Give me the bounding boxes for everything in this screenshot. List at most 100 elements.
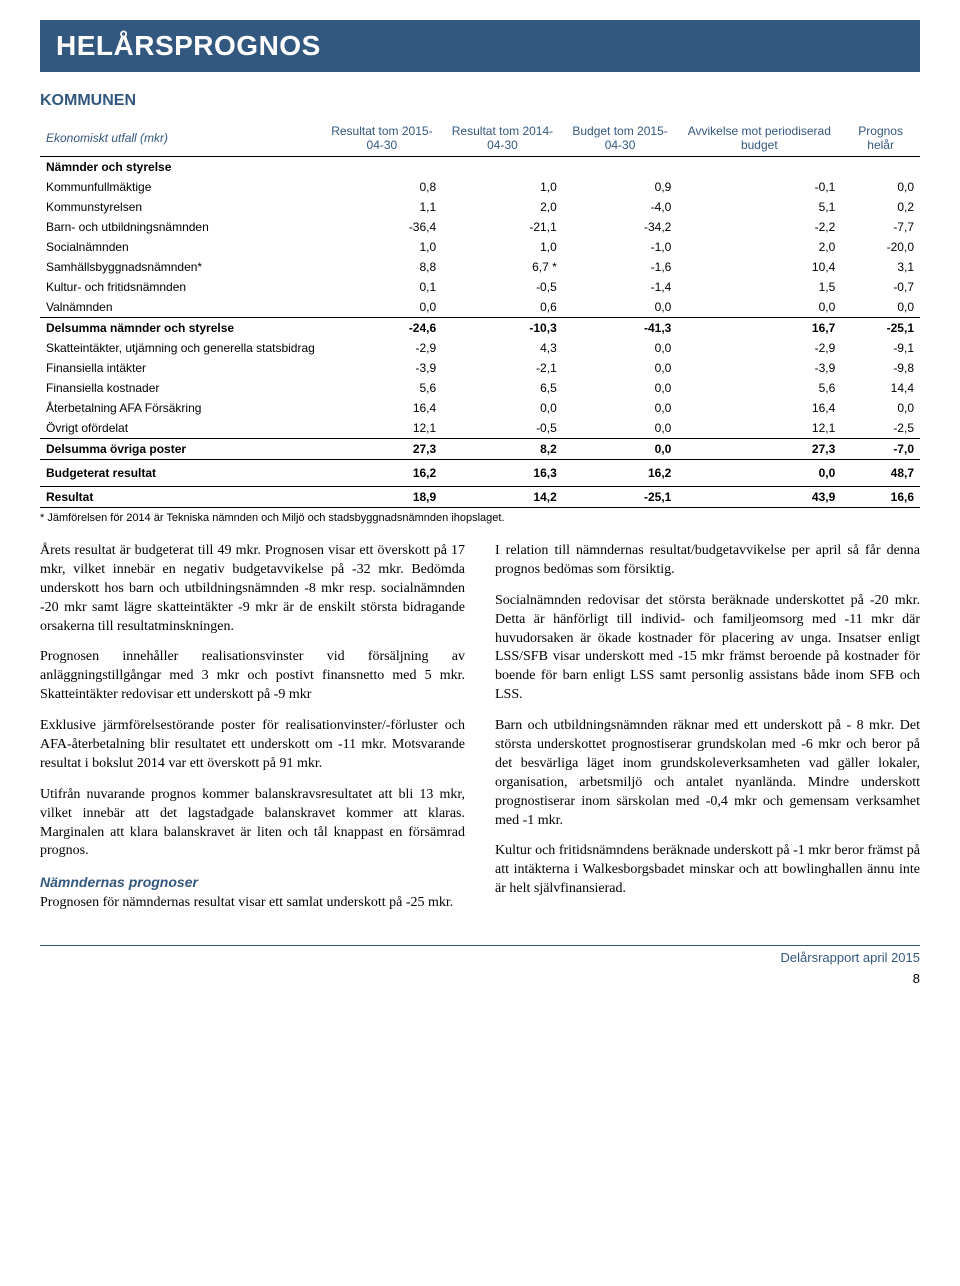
row-value: -0,5: [442, 277, 563, 297]
page-title: HELÅRSPROGNOS: [40, 20, 920, 72]
row-value: -20,0: [841, 237, 920, 257]
footer-text: Delårsrapport april 2015: [40, 945, 920, 965]
row-value: 0,0: [442, 398, 563, 418]
row-value: -10,3: [442, 318, 563, 339]
row-value: 12,1: [322, 418, 443, 439]
col-header-3: Budget tom 2015-04-30: [563, 120, 678, 157]
row-value: -21,1: [442, 217, 563, 237]
row-value: -0,1: [677, 177, 841, 197]
left-column: Årets resultat är budgeterat till 49 mkr…: [40, 542, 465, 925]
table-row: Socialnämnden1,01,0-1,02,0-20,0: [40, 237, 920, 257]
row-value: 0,0: [563, 378, 678, 398]
row-label: Återbetalning AFA Försäkring: [40, 398, 322, 418]
row-label: Skatteintäkter, utjämning och generella …: [40, 338, 322, 358]
row-value: -2,9: [677, 338, 841, 358]
row-value: -3,9: [677, 358, 841, 378]
left-p2: Prognosen innehåller realisationsvinster…: [40, 648, 465, 705]
row-value: 0,2: [841, 197, 920, 217]
subtitle: KOMMUNEN: [40, 92, 920, 110]
row-value: -9,1: [841, 338, 920, 358]
financial-table: Ekonomiskt utfall (mkr) Resultat tom 201…: [40, 120, 920, 508]
section-title: Nämnder och styrelse: [40, 157, 920, 178]
table-row: Övrigt ofördelat12,1-0,50,012,1-2,5: [40, 418, 920, 439]
row-value: 14,4: [841, 378, 920, 398]
row-label: Socialnämnden: [40, 237, 322, 257]
row-value: 0,0: [841, 177, 920, 197]
row-value: 16,7: [677, 318, 841, 339]
row-value: -9,8: [841, 358, 920, 378]
table-row: Valnämnden0,00,60,00,00,0: [40, 297, 920, 318]
table-row: Budgeterat resultat16,216,316,20,048,7: [40, 460, 920, 487]
table-row: Kultur- och fritidsnämnden0,1-0,5-1,41,5…: [40, 277, 920, 297]
col-header-5: Prognos helår: [841, 120, 920, 157]
table-row: Kommunfullmäktige0,81,00,9-0,10,0: [40, 177, 920, 197]
row-value: 0,8: [322, 177, 443, 197]
table-row: Finansiella intäkter-3,9-2,10,0-3,9-9,8: [40, 358, 920, 378]
row-label: Finansiella intäkter: [40, 358, 322, 378]
row-value: 16,2: [322, 460, 443, 487]
table-row: Samhällsbyggnadsnämnden*8,86,7 *-1,610,4…: [40, 257, 920, 277]
row-value: 0,1: [322, 277, 443, 297]
col-header-2: Resultat tom 2014-04-30: [442, 120, 563, 157]
right-column: I relation till nämndernas resultat/budg…: [495, 542, 920, 925]
row-value: 8,8: [322, 257, 443, 277]
table-footnote: * Jämförelsen för 2014 är Tekniska nämnd…: [40, 512, 920, 524]
row-value: 5,6: [677, 378, 841, 398]
row-value: 5,1: [677, 197, 841, 217]
row-value: 10,4: [677, 257, 841, 277]
row-value: -0,5: [442, 418, 563, 439]
row-value: -2,9: [322, 338, 443, 358]
row-label: Delsumma övriga poster: [40, 439, 322, 460]
row-value: 12,1: [677, 418, 841, 439]
col-header-4: Avvikelse mot periodiserad budget: [677, 120, 841, 157]
table-row: Finansiella kostnader5,66,50,05,614,4: [40, 378, 920, 398]
row-label: Resultat: [40, 487, 322, 508]
left-subheading: Nämndernas prognoser: [40, 873, 465, 892]
right-p4: Kultur och fritidsnämndens beräknade und…: [495, 842, 920, 899]
row-value: 8,2: [442, 439, 563, 460]
row-value: -25,1: [563, 487, 678, 508]
row-value: 4,3: [442, 338, 563, 358]
row-label: Finansiella kostnader: [40, 378, 322, 398]
row-value: -1,0: [563, 237, 678, 257]
row-value: 0,0: [563, 439, 678, 460]
table-row: Kommunstyrelsen1,12,0-4,05,10,2: [40, 197, 920, 217]
row-label: Barn- och utbildningsnämnden: [40, 217, 322, 237]
row-value: -41,3: [563, 318, 678, 339]
row-value: 1,0: [322, 237, 443, 257]
row-value: 14,2: [442, 487, 563, 508]
row-label: Kommunstyrelsen: [40, 197, 322, 217]
row-label: Övrigt ofördelat: [40, 418, 322, 439]
row-value: -1,6: [563, 257, 678, 277]
row-value: 0,9: [563, 177, 678, 197]
table-row: Barn- och utbildningsnämnden-36,4-21,1-3…: [40, 217, 920, 237]
row-label: Kultur- och fritidsnämnden: [40, 277, 322, 297]
row-value: 0,0: [841, 297, 920, 318]
table-row: Delsumma nämnder och styrelse-24,6-10,3-…: [40, 318, 920, 339]
row-value: 6,5: [442, 378, 563, 398]
row-value: -0,7: [841, 277, 920, 297]
row-value: 1,5: [677, 277, 841, 297]
row-value: 18,9: [322, 487, 443, 508]
page-number: 8: [40, 971, 920, 986]
right-p1: I relation till nämndernas resultat/budg…: [495, 542, 920, 580]
row-value: 0,6: [442, 297, 563, 318]
row-value: 0,0: [563, 297, 678, 318]
row-value: 16,4: [677, 398, 841, 418]
section-header: Nämnder och styrelse: [40, 157, 920, 178]
row-value: 16,2: [563, 460, 678, 487]
row-value: 0,0: [322, 297, 443, 318]
row-value: 1,1: [322, 197, 443, 217]
row-value: 2,0: [677, 237, 841, 257]
row-value: -3,9: [322, 358, 443, 378]
row-value: 0,0: [563, 418, 678, 439]
row-value: -1,4: [563, 277, 678, 297]
left-p1: Årets resultat är budgeterat till 49 mkr…: [40, 542, 465, 636]
table-row: Skatteintäkter, utjämning och generella …: [40, 338, 920, 358]
right-p3: Barn och utbildningsnämnden räknar med e…: [495, 717, 920, 830]
table-row: Resultat18,914,2-25,143,916,6: [40, 487, 920, 508]
row-value: -36,4: [322, 217, 443, 237]
col-header-1: Resultat tom 2015-04-30: [322, 120, 443, 157]
row-value: 0,0: [563, 338, 678, 358]
row-value: 16,6: [841, 487, 920, 508]
